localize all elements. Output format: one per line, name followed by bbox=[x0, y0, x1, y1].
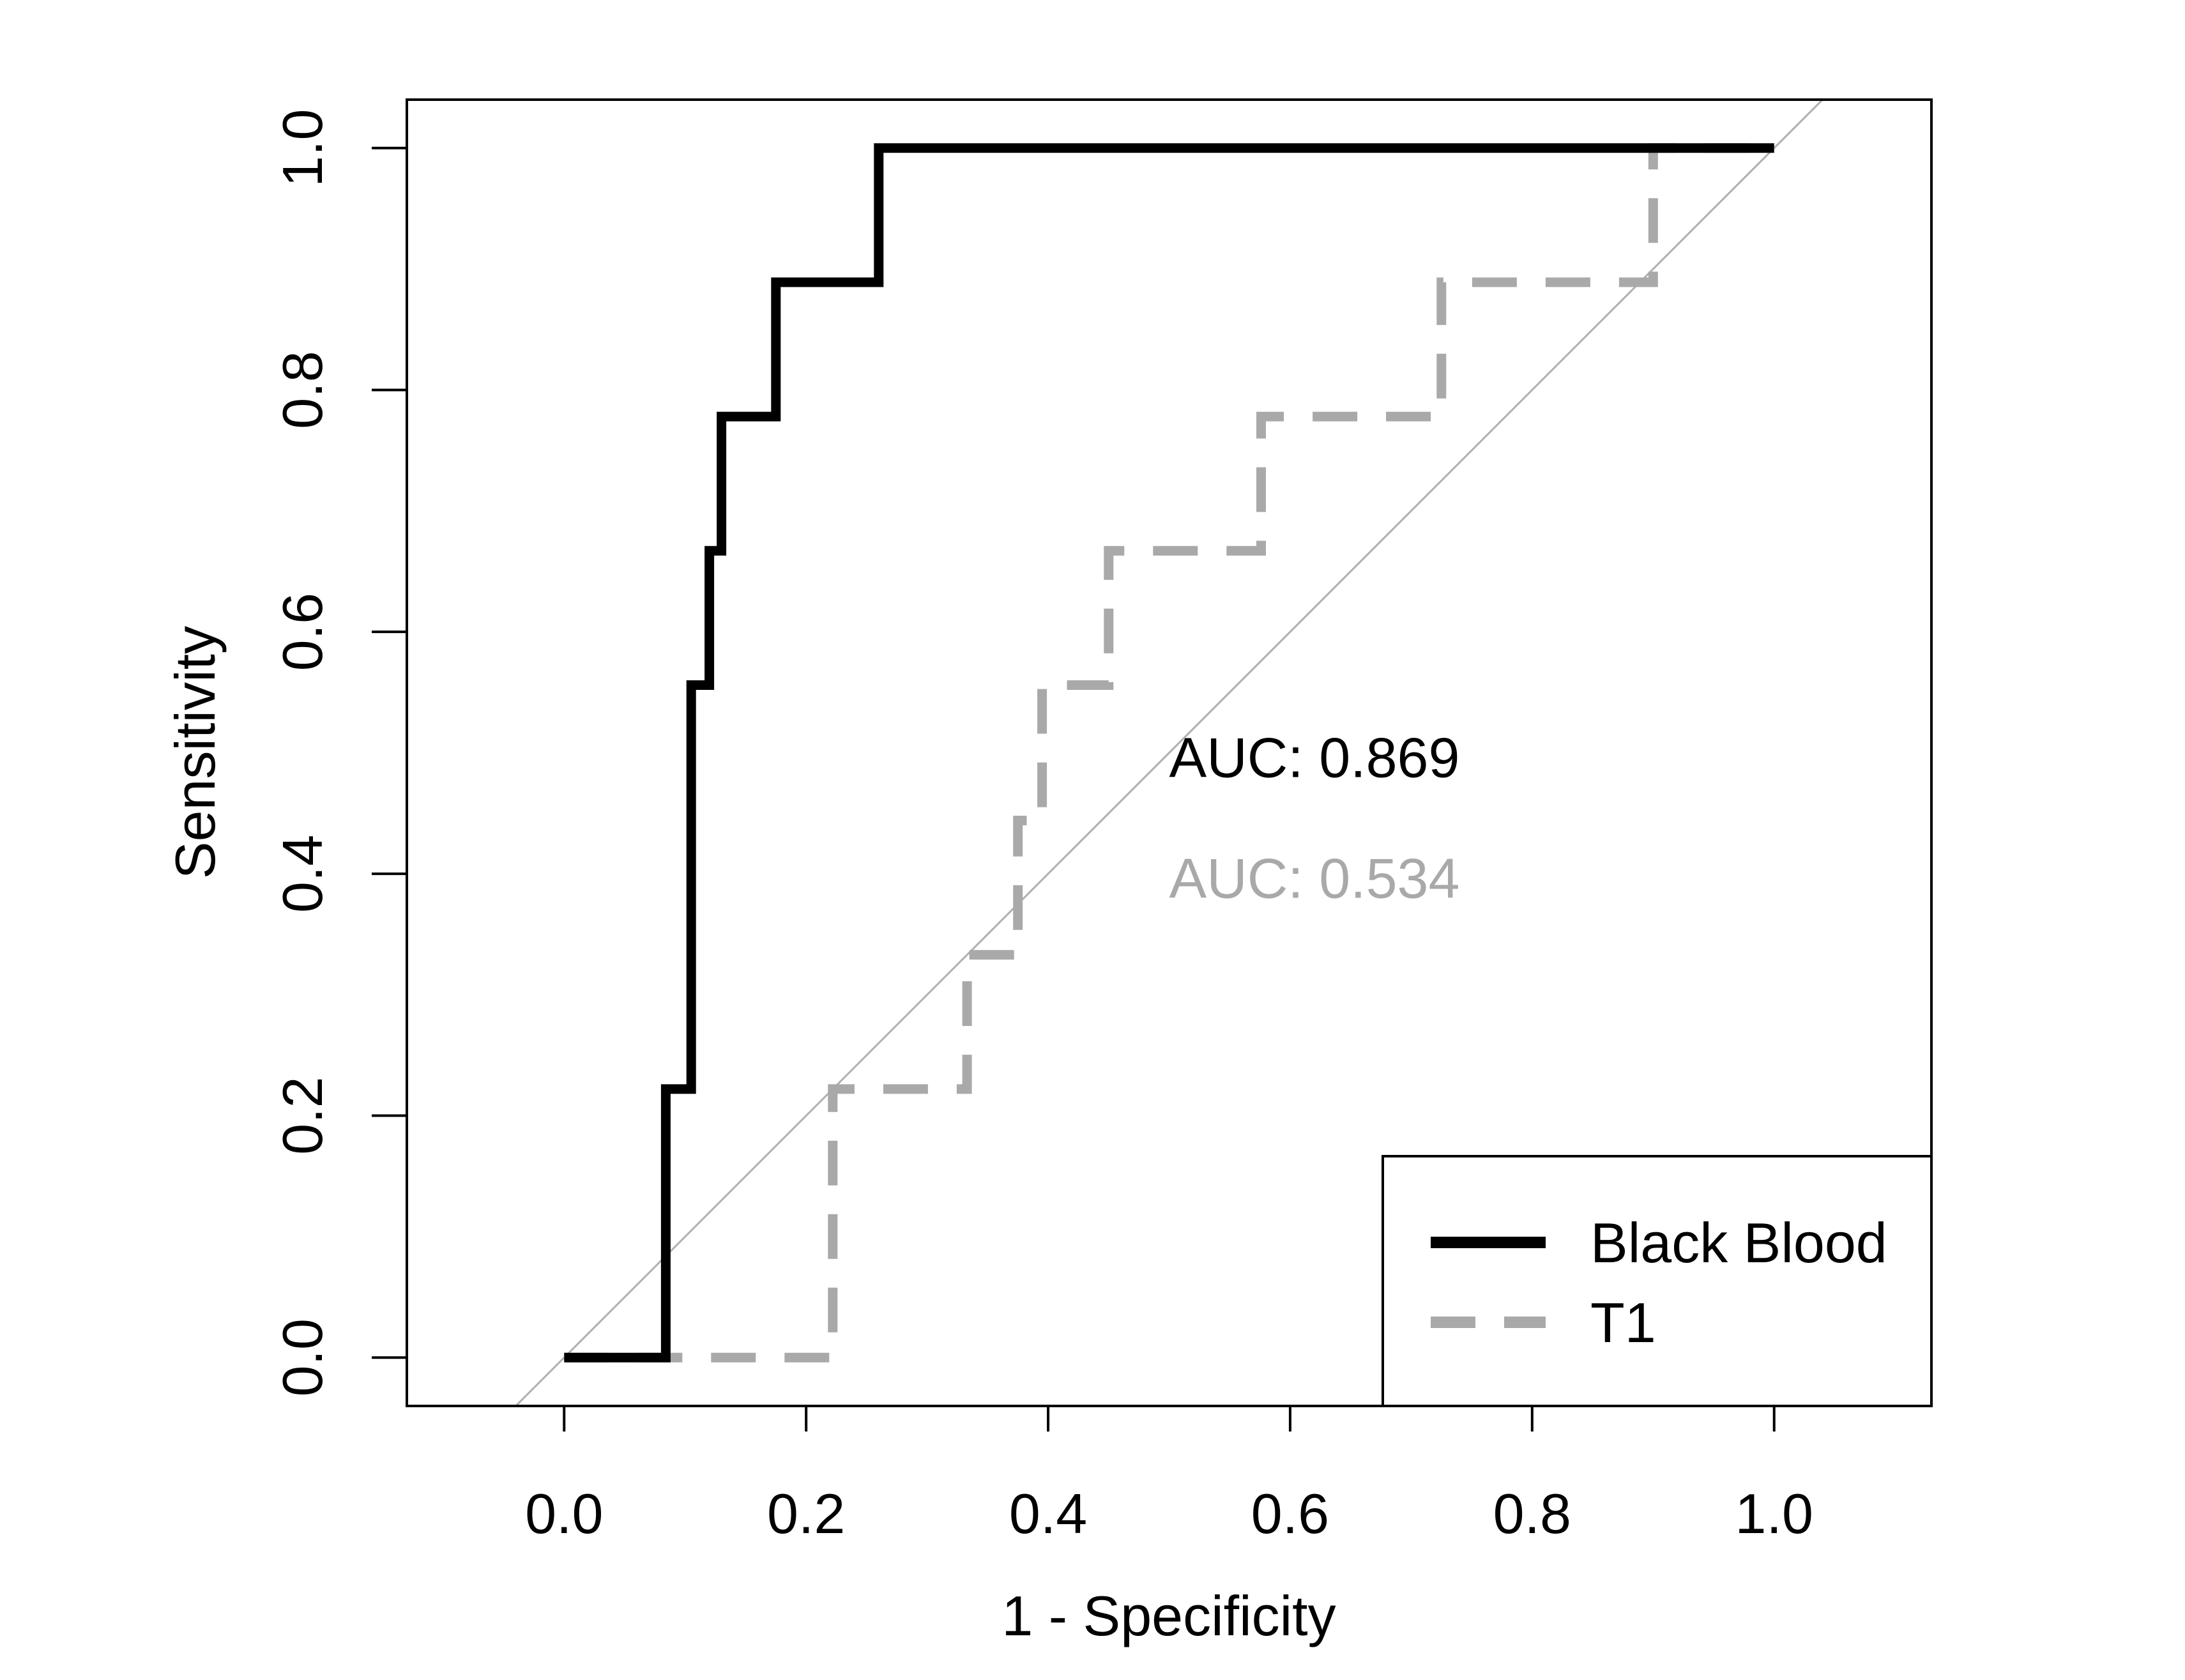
series-black-blood-line bbox=[564, 143, 1774, 1363]
x-tick-label: 0.0 bbox=[525, 1482, 603, 1545]
x-axis: 0.0 0.2 0.4 0.6 0.8 1.0 bbox=[525, 1405, 1813, 1545]
y-tick-label: 0.4 bbox=[271, 835, 334, 913]
series-t1-line bbox=[564, 143, 1774, 1363]
auc-annotation-2: AUC: 0.534 bbox=[1169, 847, 1460, 910]
y-tick-label: 0.8 bbox=[271, 351, 334, 429]
y-axis-label: Sensitivity bbox=[164, 626, 227, 879]
legend-box bbox=[1382, 1155, 1933, 1407]
auc-annotation-1: AUC: 0.869 bbox=[1169, 726, 1460, 789]
y-axis: 0.0 0.2 0.4 0.6 0.8 1.0 bbox=[271, 109, 408, 1396]
legend-label-black-blood: Black Blood bbox=[1590, 1211, 1887, 1274]
x-axis-label: 1 - Specificity bbox=[1001, 1584, 1336, 1647]
x-tick-label: 0.6 bbox=[1251, 1482, 1329, 1545]
legend: Black Blood T1 bbox=[1382, 1155, 1933, 1407]
y-tick-label: 0.6 bbox=[271, 593, 334, 671]
y-tick-label: 0.0 bbox=[271, 1318, 334, 1396]
x-tick-label: 0.4 bbox=[1009, 1482, 1087, 1545]
x-tick-label: 0.2 bbox=[767, 1482, 845, 1545]
x-tick-label: 0.8 bbox=[1493, 1482, 1571, 1545]
y-tick-label: 1.0 bbox=[271, 109, 334, 187]
x-tick-label: 1.0 bbox=[1735, 1482, 1813, 1545]
legend-label-t1: T1 bbox=[1590, 1291, 1656, 1354]
y-tick-label: 0.2 bbox=[271, 1076, 334, 1154]
reference-diagonal bbox=[514, 100, 1824, 1406]
